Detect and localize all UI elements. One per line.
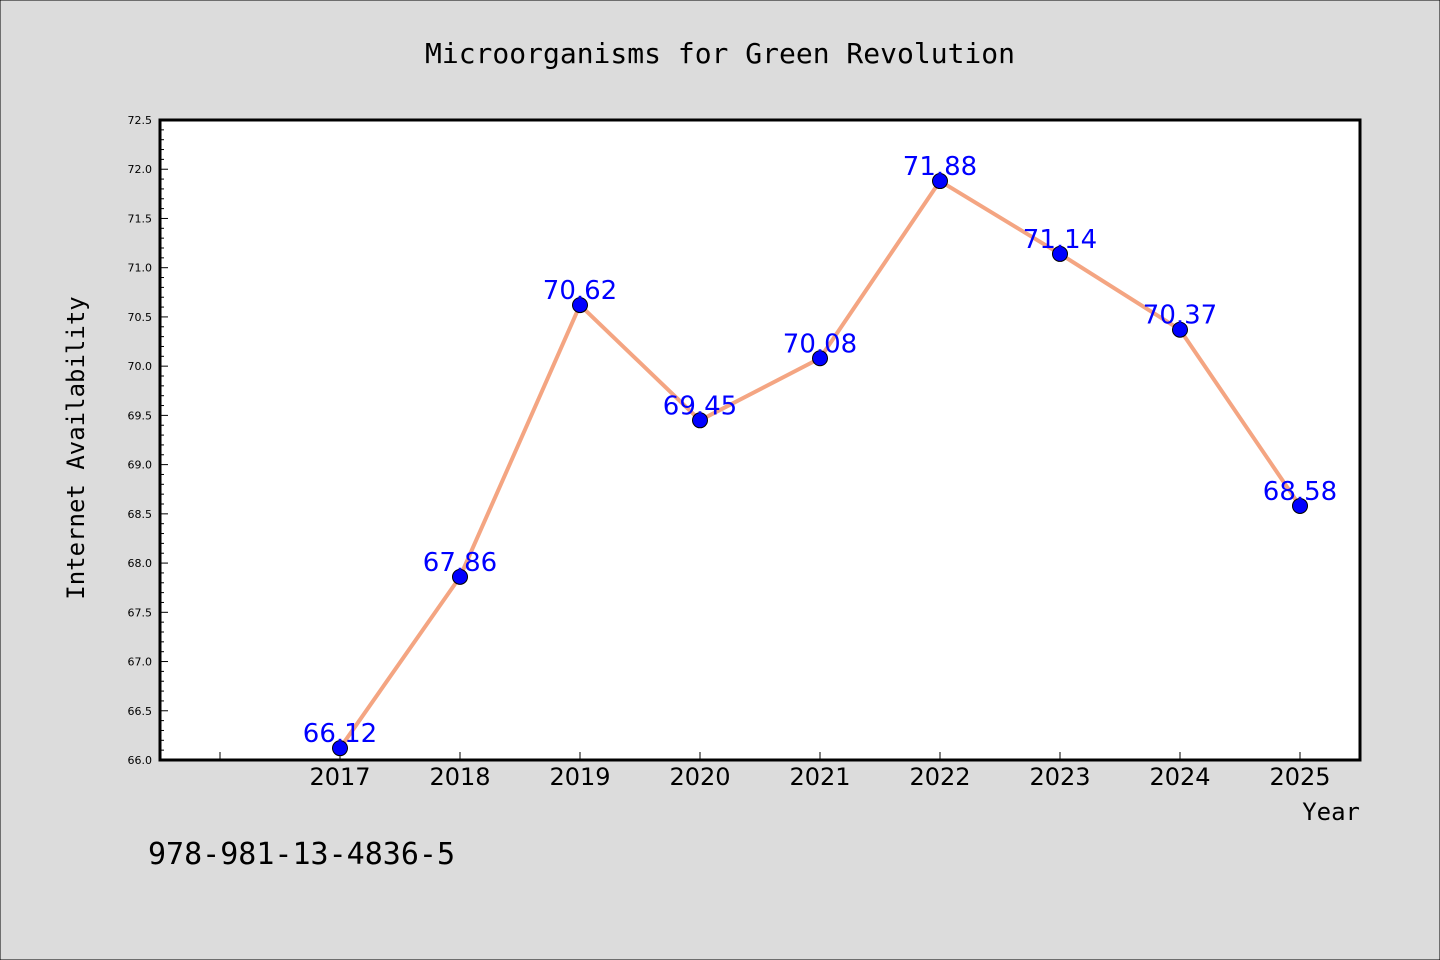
y-tick-label: 69.5	[128, 409, 153, 422]
data-label: 68.58	[1263, 477, 1337, 507]
x-tick-label: 2018	[429, 763, 490, 791]
data-point-marker	[452, 568, 468, 585]
data-point-marker	[572, 297, 588, 314]
y-tick-label: 70.5	[128, 311, 153, 324]
x-tick-label: 2020	[669, 763, 730, 791]
y-tick-label: 68.0	[128, 557, 153, 570]
plot-area	[158, 118, 1362, 762]
chart-title: Microorganisms for Green Revolution	[425, 37, 1015, 70]
x-tick-label: 2024	[1149, 763, 1210, 791]
y-axis-label: Internet Availability	[62, 296, 90, 599]
data-label: 71.14	[1023, 225, 1097, 255]
x-tick-label: 2017	[309, 763, 370, 791]
data-label: 70.37	[1143, 301, 1217, 331]
y-tick-label: 68.5	[128, 508, 153, 521]
footer-isbn: 978-981-13-4836-5	[148, 837, 455, 872]
data-point-marker	[1052, 245, 1068, 262]
y-tick-label: 72.5	[128, 114, 153, 127]
data-labels: 66.12 67.86 70.62 69.45 70.08 71.88 71.14 70.37…	[303, 152, 1337, 749]
y-tick-label: 72.0	[128, 163, 153, 176]
y-axis: 66.0 66.5 67.0 67.5 68.0 68.5 69.0 69.5 70.0 70.5…	[128, 114, 168, 767]
x-tick-label: 2022	[909, 763, 970, 791]
data-label: 70.62	[543, 276, 617, 306]
data-label: 71.88	[903, 152, 977, 182]
data-label: 69.45	[663, 391, 737, 421]
y-tick-label: 66.5	[128, 705, 153, 718]
x-tick-label: 2019	[549, 763, 610, 791]
data-point-marker	[1292, 497, 1308, 514]
data-label: 67.86	[423, 548, 497, 578]
y-tick-label: 67.0	[128, 656, 153, 669]
series-line	[332, 173, 1308, 757]
data-point-marker	[1172, 321, 1188, 338]
x-tick-label: 2021	[789, 763, 850, 791]
y-tick-label: 71.5	[128, 212, 153, 225]
data-label: 70.08	[783, 329, 857, 359]
data-label: 66.12	[303, 719, 377, 749]
x-axis: 2017 2018 2019 2020 2021 2022 2023 2024 2025	[219, 752, 1331, 791]
y-tick-label: 67.5	[128, 606, 153, 619]
y-tick-label: 66.0	[128, 754, 153, 767]
x-tick-label: 2025	[1269, 763, 1330, 791]
y-tick-label: 69.0	[128, 459, 153, 472]
x-tick-label: 2023	[1029, 763, 1090, 791]
data-point-marker	[812, 350, 828, 367]
data-point-marker	[332, 740, 348, 757]
data-point-marker	[692, 412, 708, 429]
y-tick-label: 70.0	[128, 360, 153, 373]
data-point-marker	[932, 173, 948, 190]
x-axis-label: Year	[1302, 798, 1360, 826]
y-tick-label: 71.0	[128, 262, 153, 275]
